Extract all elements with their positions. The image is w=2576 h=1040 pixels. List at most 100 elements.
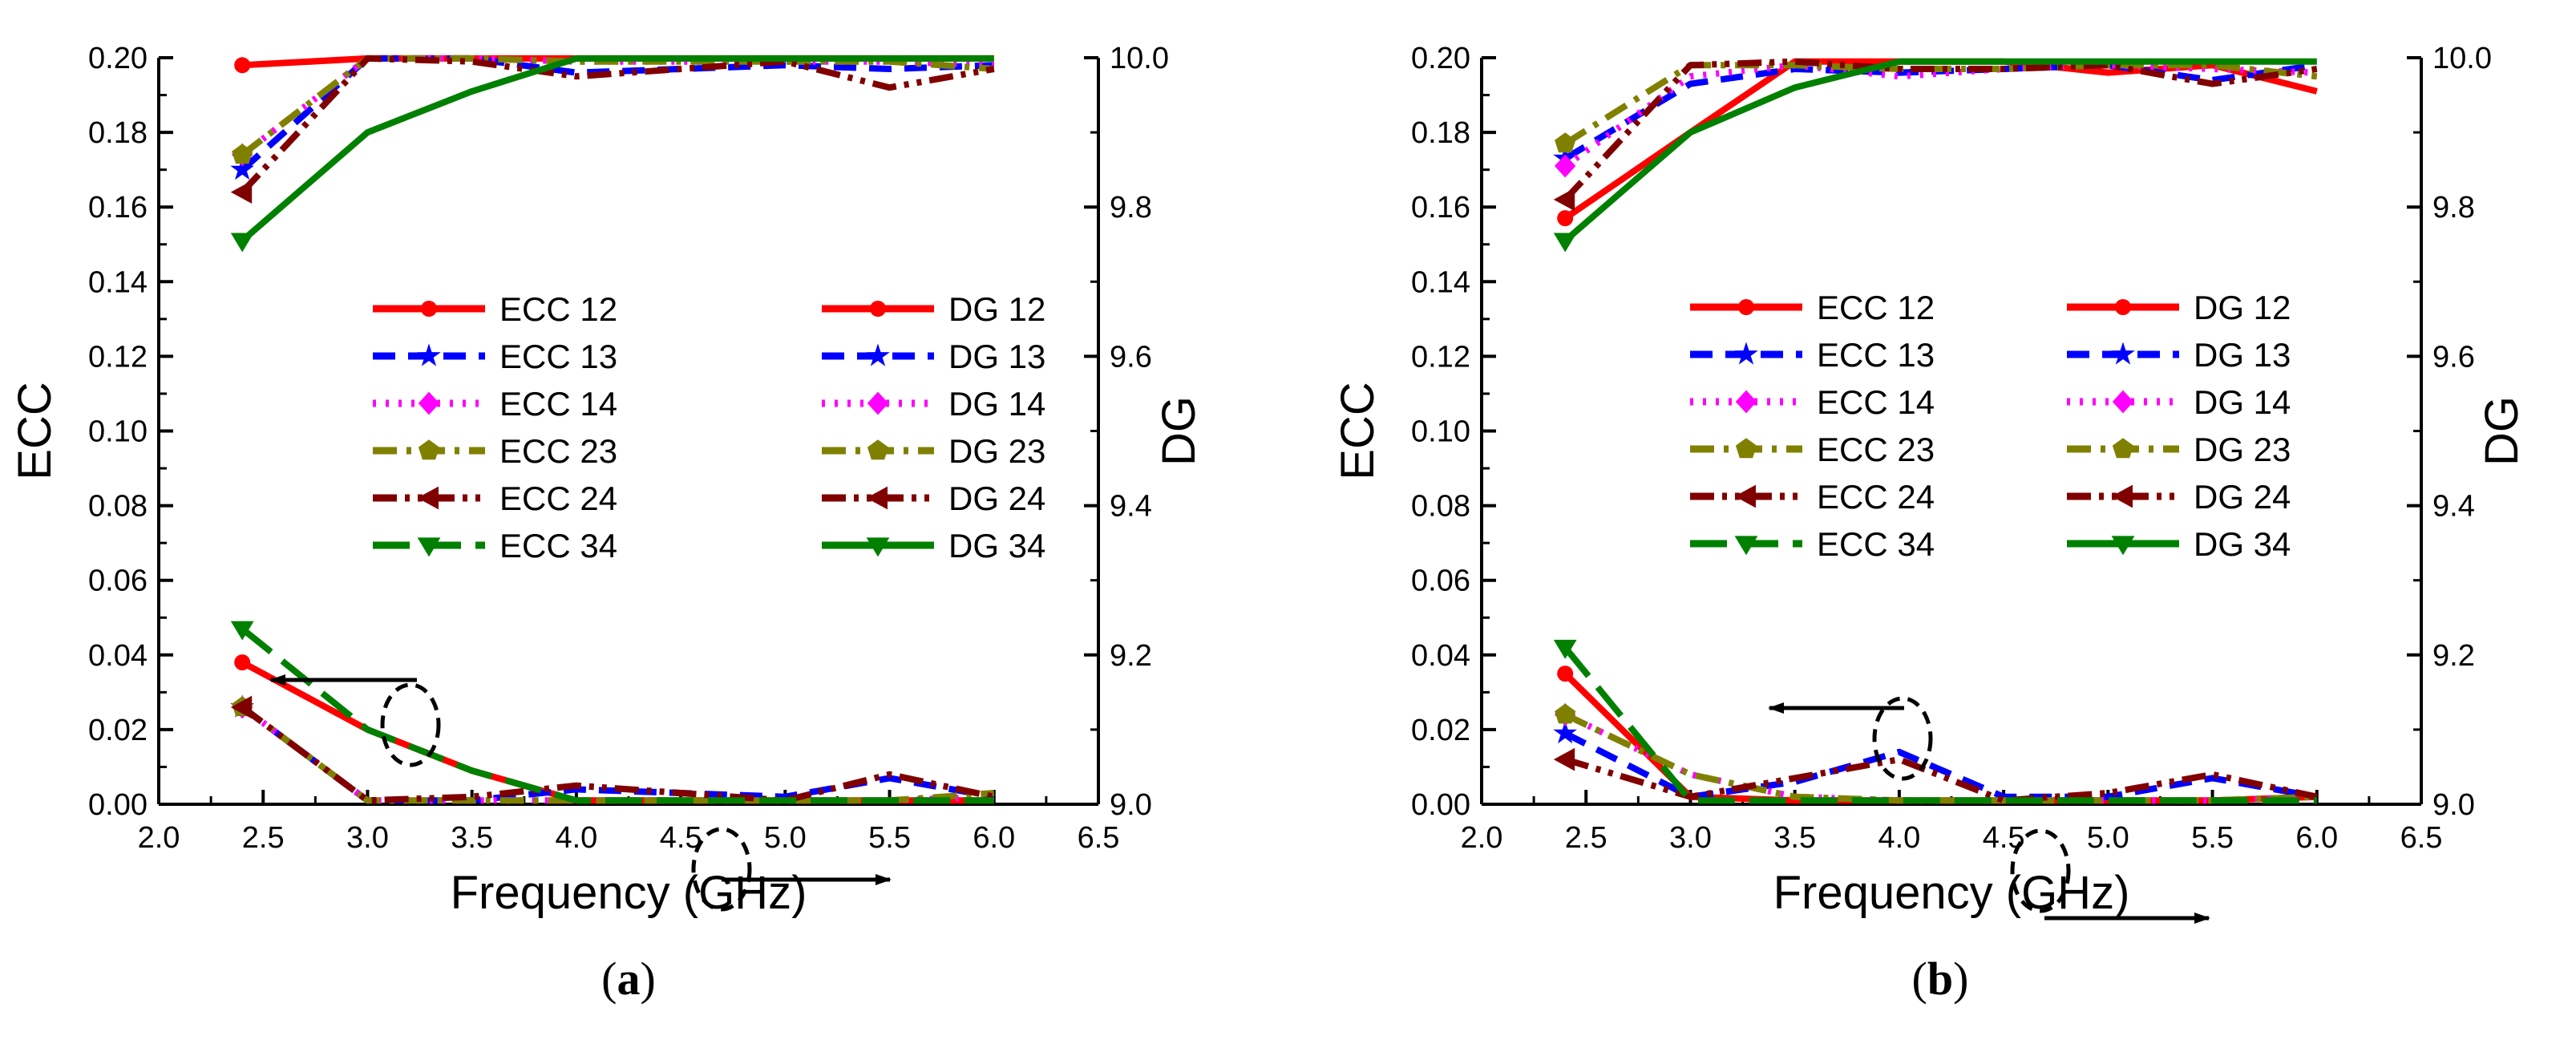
dg-series-dg-23	[1555, 62, 2318, 153]
legend-item: ECC 24	[1690, 478, 1935, 516]
legend-label: DG 34	[2194, 525, 2291, 563]
chart-panel-a: 2.0 2.5 3.0 3.5 4.0 4.5 5.0 5.5 6.0 6.5 0.00 0.02 0.…	[9, 42, 1205, 1005]
legend-item: ECC 12	[1690, 289, 1935, 326]
x-axis-title: Frequency (GHz)	[451, 867, 807, 919]
legend-label: DG 23	[948, 432, 1045, 470]
data-point	[1555, 154, 1576, 178]
y-right-tick-label: 9.2	[2432, 639, 2475, 673]
data-point	[1555, 703, 1576, 724]
legend-label: ECC 34	[1817, 525, 1935, 563]
x-tick-label: 5.5	[868, 821, 911, 855]
panel-label: a	[617, 953, 641, 1005]
y-left-tick-label: 0.18	[88, 116, 148, 150]
legend-item: ECC 13	[1690, 336, 1935, 374]
legend-item: DG 14	[822, 385, 1045, 423]
data-point	[1557, 666, 1574, 682]
x-tick-label: 6.0	[2295, 821, 2338, 855]
y-left-tick-label: 0.12	[1411, 340, 1470, 374]
legend-marker	[2115, 299, 2131, 315]
legend-marker	[1734, 342, 1758, 365]
y-left-tick-label: 0.00	[88, 788, 148, 822]
ecc-series-ecc-34	[1553, 639, 2317, 804]
y-left-tick-label: 0.14	[88, 265, 148, 299]
y-right-axis-title: DG	[1153, 396, 1205, 466]
x-tick-label: 2.0	[138, 821, 180, 855]
series-line	[240, 55, 994, 244]
legend-marker	[867, 391, 889, 415]
legend-item: DG 13	[822, 338, 1045, 375]
y-left-tick-label: 0.08	[88, 490, 148, 524]
legend-item: ECC 24	[373, 480, 617, 517]
y-right-tick-label: 10.0	[2432, 42, 2492, 75]
y-right-tick-label: 9.8	[1110, 191, 1152, 225]
x-tick-label: 6.5	[1078, 821, 1120, 855]
series-line	[1563, 645, 2317, 804]
legend-marker	[2111, 536, 2135, 556]
legend-marker	[418, 391, 440, 415]
y-left-axis-title: ECC	[9, 382, 61, 480]
ecc-series-ecc-13	[1553, 721, 2318, 800]
legend-label: ECC 14	[1817, 383, 1935, 421]
y-right-tick-label: 9.0	[2432, 788, 2475, 822]
y-left-tick-label: 0.04	[88, 639, 148, 673]
series-line	[1563, 58, 2317, 244]
legend-marker	[2111, 342, 2135, 365]
y-right-tick-label: 9.6	[1110, 340, 1152, 374]
legend-label: ECC 13	[1817, 336, 1935, 374]
legend-label: DG 14	[948, 385, 1045, 423]
x-tick-label: 3.0	[1669, 821, 1712, 855]
legend-label: DG 12	[948, 290, 1045, 328]
y-right-axis-title: DG	[2476, 396, 2528, 466]
legend-marker	[421, 301, 437, 317]
legend-label: DG 14	[2194, 383, 2291, 421]
x-axis-title: Frequency (GHz)	[1773, 867, 2130, 919]
y-right-tick-label: 9.4	[1110, 490, 1152, 524]
data-point	[1553, 747, 1575, 771]
x-tick-label: 2.5	[1565, 821, 1607, 855]
y-left-tick-label: 0.06	[1411, 565, 1470, 598]
series-line	[240, 55, 995, 195]
x-tick-label: 3.0	[346, 821, 389, 855]
dg-series-dg-14	[1555, 62, 2317, 178]
legend-label: ECC 12	[499, 290, 617, 328]
legend-label: ECC 24	[1817, 478, 1935, 516]
y-left-tick-label: 0.10	[1411, 415, 1470, 449]
legend-marker	[2112, 390, 2134, 414]
x-tick-label: 3.5	[451, 821, 493, 855]
legend-marker	[417, 343, 441, 366]
legend-item: ECC 12	[373, 290, 617, 328]
legend-marker	[2112, 438, 2134, 459]
dg-series-dg-34	[1553, 58, 2317, 253]
legend-marker	[418, 439, 440, 460]
legend-label: ECC 23	[1817, 431, 1935, 468]
x-tick-label: 4.0	[555, 821, 597, 855]
dg-series-dg-12	[1557, 58, 2318, 227]
legend-item: DG 14	[2067, 383, 2291, 421]
y-left-tick-label: 0.00	[1411, 788, 1470, 822]
legend-item: DG 12	[2067, 289, 2291, 326]
legend-marker	[867, 439, 889, 460]
data-point	[1557, 210, 1574, 227]
ecc-series-ecc-24	[230, 695, 995, 804]
legend-item: DG 24	[2067, 478, 2291, 516]
legend-label: DG 23	[2194, 431, 2291, 468]
legend-item: DG 34	[822, 527, 1045, 565]
chart-panel-b: 2.0 2.5 3.0 3.5 4.0 4.5 5.0 5.5 6.0 6.50.000.020.…	[1332, 42, 2528, 1005]
legend-marker	[1735, 390, 1757, 414]
data-point	[230, 695, 253, 719]
legend-ecc: ECC 12 ECC 13 ECC 14 ECC 23 ECC 24 ECC 34	[1690, 289, 1935, 563]
ecc-curve-ellipse	[1872, 696, 1933, 781]
legend-marker	[866, 537, 890, 557]
y-left-tick-label: 0.10	[88, 415, 148, 449]
dg-series-dg-24	[1553, 58, 2318, 212]
data-point	[230, 157, 254, 180]
legend-label: DG 34	[948, 527, 1045, 565]
legend-item: DG 12	[822, 290, 1045, 328]
panel-label: b	[1927, 953, 1953, 1005]
legend-item: DG 24	[822, 480, 1045, 517]
legend-marker	[1738, 299, 1754, 315]
ecc-series-ecc-24	[1553, 747, 2318, 804]
dg-series-dg-13	[230, 55, 994, 180]
legend-item: ECC 23	[373, 432, 617, 470]
